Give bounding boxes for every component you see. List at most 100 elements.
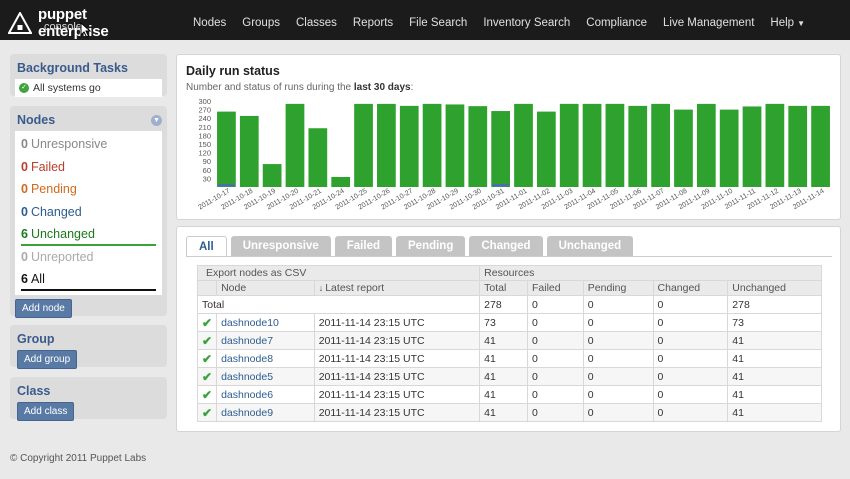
changed-cell: 0 xyxy=(652,349,729,368)
bar-unchanged[interactable] xyxy=(399,105,419,187)
bar-unchanged[interactable] xyxy=(285,103,305,187)
latest-report-cell[interactable]: 2011-11-14 23:15 UTC xyxy=(313,385,481,404)
background-tasks-panel: Background Tasks ✓ All systems go xyxy=(10,54,167,97)
nav-file-search[interactable]: File Search xyxy=(409,17,468,29)
add-group-button[interactable]: Add group xyxy=(17,350,78,369)
bar-unchanged[interactable] xyxy=(719,109,739,187)
bar-unchanged[interactable] xyxy=(468,106,488,187)
latest-report-cell[interactable]: 2011-11-14 23:15 UTC xyxy=(313,349,481,368)
bar-unchanged[interactable] xyxy=(742,106,762,187)
column-latest-report[interactable]: ↓ Latest report xyxy=(313,280,481,296)
changed-cell: 0 xyxy=(652,313,729,332)
bar-unchanged[interactable] xyxy=(628,105,648,187)
tab-changed[interactable]: Changed xyxy=(469,236,543,256)
nodes-title-label: Nodes xyxy=(17,113,56,127)
status-all[interactable]: 6 All xyxy=(21,268,156,291)
bar-unchanged[interactable] xyxy=(354,103,373,187)
nav-inventory-search[interactable]: Inventory Search xyxy=(483,17,571,29)
bar-unchanged[interactable] xyxy=(262,164,282,187)
table-row[interactable]: ✔ dashnode7 2011-11-14 23:15 UTC 41 0 0 0 41 xyxy=(196,331,822,350)
column-pending[interactable]: Pending xyxy=(582,280,654,296)
tab-pending[interactable]: Pending xyxy=(396,236,466,256)
tab-divider xyxy=(186,256,832,257)
tab-unchanged[interactable]: Unchanged xyxy=(546,236,634,256)
table-row[interactable]: ✔ dashnode6 2011-11-14 23:15 UTC 41 0 0 0 41 xyxy=(196,385,822,404)
bar-unchanged[interactable] xyxy=(331,176,351,187)
column-total[interactable]: Total xyxy=(479,280,528,296)
app-logo[interactable]: puppet enterprise console xyxy=(8,4,158,40)
column-changed[interactable]: Changed xyxy=(652,280,729,296)
status-unresponsive[interactable]: 0 Unresponsive xyxy=(21,133,156,156)
bar-unchanged[interactable] xyxy=(674,109,693,187)
status-label: Unchanged xyxy=(30,227,95,241)
bar-unchanged[interactable] xyxy=(651,103,670,187)
table-row[interactable]: ✔ dashnode10 2011-11-14 23:15 UTC 73 0 0 0 73 xyxy=(196,313,822,332)
nav-nodes[interactable]: Nodes xyxy=(193,17,227,29)
nav-classes[interactable]: Classes xyxy=(295,17,337,29)
export-csv-link[interactable]: Export nodes as CSV xyxy=(196,265,481,281)
status-failed[interactable]: 0 Failed xyxy=(21,156,156,179)
tab-failed[interactable]: Failed xyxy=(334,236,392,256)
class-panel: Class Add class xyxy=(10,377,167,421)
status-changed[interactable]: 0 Changed xyxy=(21,201,156,224)
bar-unchanged[interactable] xyxy=(536,111,556,187)
bar-unchanged[interactable] xyxy=(514,103,533,187)
latest-report-cell[interactable]: 2011-11-14 23:15 UTC xyxy=(313,313,481,332)
node-name-link[interactable]: dashnode5 xyxy=(216,367,315,386)
bar-unchanged[interactable] xyxy=(559,103,579,187)
latest-report-cell[interactable]: 2011-11-14 23:15 UTC xyxy=(313,367,481,386)
table-row[interactable]: ✔ dashnode9 2011-11-14 23:15 UTC 41 0 0 0 41 xyxy=(196,403,822,422)
bar-unchanged[interactable] xyxy=(377,103,396,187)
unchanged-cell: 41 xyxy=(727,331,822,350)
total-cell: 73 xyxy=(479,313,528,332)
node-name-link[interactable]: dashnode7 xyxy=(216,331,315,350)
bar-unchanged[interactable] xyxy=(811,105,830,187)
bar-unchanged[interactable] xyxy=(217,111,236,187)
bar-unchanged[interactable] xyxy=(445,104,465,187)
sort-down-icon: ↓ xyxy=(318,283,324,293)
column-unchanged[interactable]: Unchanged xyxy=(727,280,822,296)
nav-reports[interactable]: Reports xyxy=(352,17,394,29)
node-name-link[interactable]: dashnode9 xyxy=(216,403,315,422)
nav-help[interactable]: Help ▼ xyxy=(762,0,813,40)
collapse-icon[interactable]: ▼ xyxy=(151,114,162,126)
node-name-link[interactable]: dashnode8 xyxy=(216,349,315,368)
status-count: 0 xyxy=(21,249,28,264)
bar-unchanged[interactable] xyxy=(788,105,808,187)
latest-report-cell[interactable]: 2011-11-14 23:15 UTC xyxy=(313,331,481,350)
nav-live-management[interactable]: Live Management xyxy=(663,17,755,29)
changed-cell: 0 xyxy=(652,403,729,422)
bar-unchanged[interactable] xyxy=(696,103,716,187)
bar-unchanged[interactable] xyxy=(765,103,785,187)
bar-unchanged[interactable] xyxy=(582,103,602,187)
bar-changed[interactable] xyxy=(217,184,235,187)
y-tick-label: 210 xyxy=(198,123,211,132)
add-class-button[interactable]: Add class xyxy=(17,402,75,421)
table-row[interactable]: ✔ dashnode5 2011-11-14 23:15 UTC 41 0 0 0 41 xyxy=(196,367,822,386)
add-node-button[interactable]: Add node xyxy=(15,298,72,318)
table-row[interactable]: ✔ dashnode8 2011-11-14 23:15 UTC 41 0 0 0 41 xyxy=(196,349,822,368)
nav-groups[interactable]: Groups xyxy=(242,17,280,29)
tab-all[interactable]: All xyxy=(186,236,227,256)
node-name-link[interactable]: dashnode6 xyxy=(216,385,315,404)
bar-unchanged[interactable] xyxy=(491,111,511,187)
run-status-subtitle: Number and status of runs during the las… xyxy=(186,82,413,93)
bar-unchanged[interactable] xyxy=(308,128,328,187)
bar-changed[interactable] xyxy=(492,184,510,187)
status-unchanged[interactable]: 6 Unchanged xyxy=(21,223,156,246)
run-status-title: Daily run status xyxy=(186,64,280,78)
status-count: 0 xyxy=(21,159,28,174)
nav-compliance[interactable]: Compliance xyxy=(586,17,647,29)
total-cell: 41 xyxy=(479,349,528,368)
bar-unchanged[interactable] xyxy=(422,103,442,187)
bar-unchanged[interactable] xyxy=(605,103,625,187)
column-node[interactable]: Node xyxy=(216,280,315,296)
tab-unresponsive[interactable]: Unresponsive xyxy=(230,236,331,256)
status-pending[interactable]: 0 Pending xyxy=(21,178,156,201)
node-name-link[interactable]: dashnode10 xyxy=(216,313,315,332)
column-failed[interactable]: Failed xyxy=(526,280,584,296)
latest-report-cell[interactable]: 2011-11-14 23:15 UTC xyxy=(313,403,481,422)
bar-unchanged[interactable] xyxy=(239,115,259,187)
status-unreported[interactable]: 0 Unreported xyxy=(21,246,156,269)
y-tick-label: 300 xyxy=(198,97,211,106)
